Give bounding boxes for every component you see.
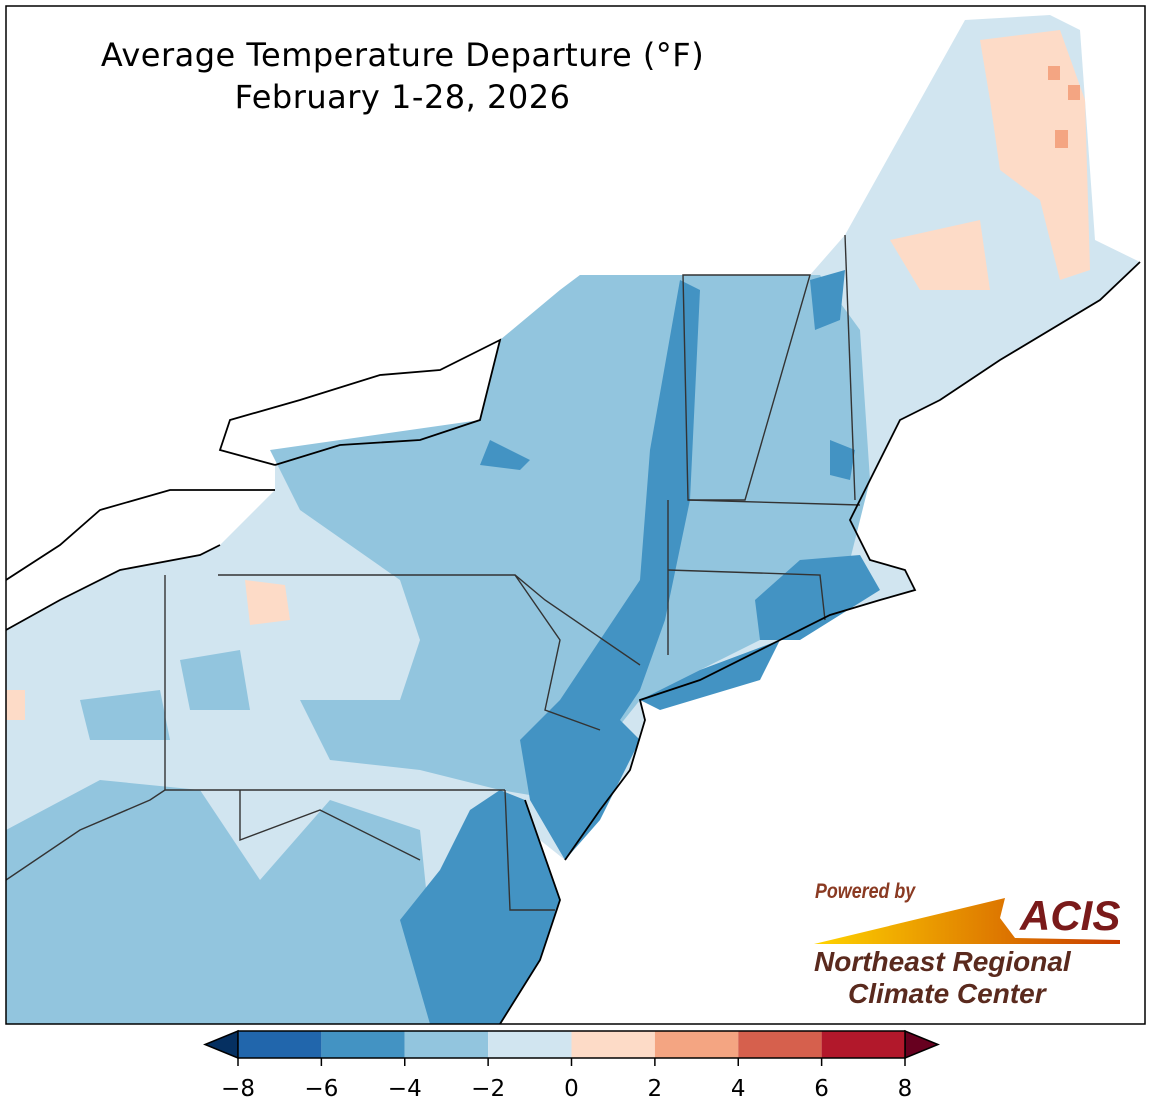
acis-swoosh-icon: [814, 898, 1120, 944]
state-borders: [6, 234, 861, 911]
colorbar-segment: [738, 1031, 822, 1058]
colorbar-under-arrow: [203, 1029, 239, 1060]
colorbar-over-arrow: [904, 1029, 940, 1060]
colorbar-tick-label: 6: [814, 1076, 829, 1102]
colorbar-tick-label: −8: [221, 1076, 255, 1102]
region-minus-2-to-4: [80, 650, 250, 740]
colorbar-segment: [238, 1031, 322, 1058]
acis-text: ACIS: [1020, 892, 1121, 939]
region-minus-4-to-6: [520, 280, 700, 860]
region-minus-4-to-6: [400, 790, 560, 1024]
colorbar-segment: [654, 1031, 739, 1058]
colorbar: [203, 1029, 940, 1066]
region-minus-2-to-4: [6, 780, 440, 1024]
map-title: Average Temperature Departure (°F): [100, 36, 705, 74]
powered-by-text: Powered by: [815, 880, 916, 903]
colorbar-tick-label: 4: [730, 1076, 746, 1102]
region-minus-4-to-6: [480, 270, 855, 480]
org-name-line2: Climate Center: [848, 978, 1046, 1009]
colorbar-segment: [321, 1031, 405, 1058]
colorbar-segment: [404, 1031, 489, 1058]
org-name-line1: Northeast Regional: [814, 946, 1071, 977]
region-minus-2-to-4: [270, 275, 870, 800]
colorbar-segment: [488, 1031, 572, 1058]
coastline: [6, 261, 1141, 1024]
colorbar-tick-label: 2: [647, 1076, 663, 1102]
colorbar-segment: [821, 1031, 905, 1058]
colorbar-tick-label: −6: [304, 1076, 339, 1102]
region-minus-4-to-6: [640, 555, 880, 710]
acis-nrcc-logo: Powered by ACIS Northeast Regional Clima…: [810, 878, 1130, 1013]
colorbar-tick-label: −2: [471, 1076, 506, 1102]
region-2-to-4: [1048, 66, 1080, 148]
colorbar-tick-label: −4: [387, 1076, 422, 1102]
colorbar-tick-label: 8: [897, 1076, 913, 1102]
map-subtitle: February 1-28, 2026: [234, 78, 571, 116]
colorbar-segment: [571, 1031, 655, 1058]
colorbar-tick-label: 0: [564, 1076, 579, 1102]
map-frame: [5, 5, 1146, 1025]
